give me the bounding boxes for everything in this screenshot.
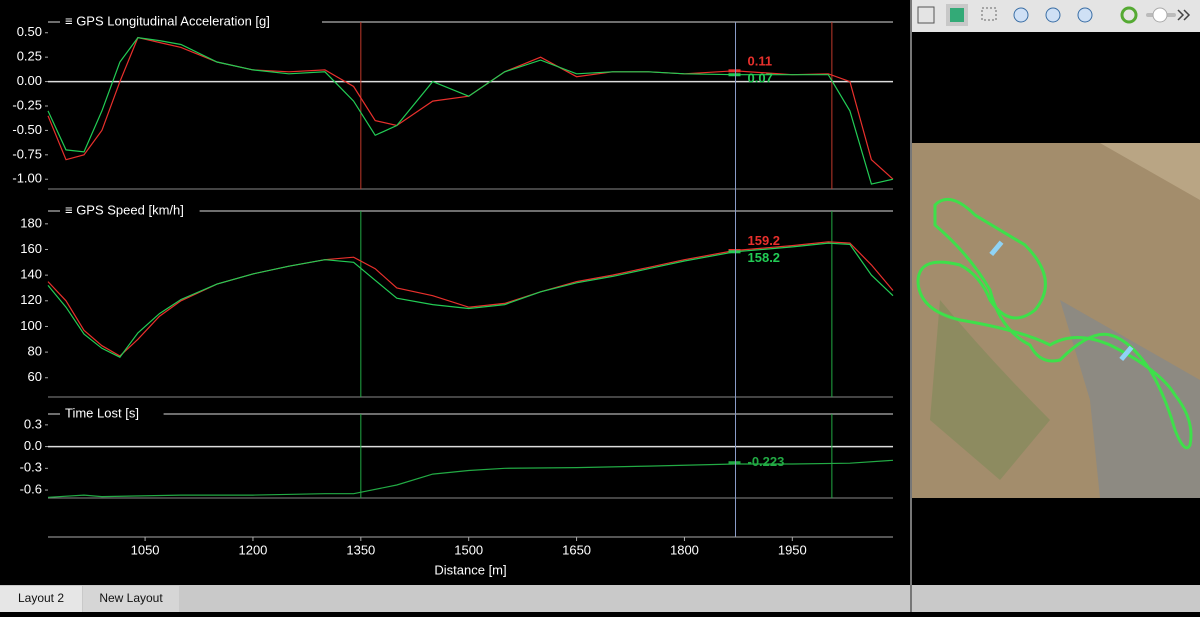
y-tick-label: -0.50 xyxy=(12,122,42,137)
title-bg xyxy=(60,13,322,31)
tool-grid[interactable] xyxy=(917,6,935,24)
status-bar xyxy=(912,585,1200,612)
y-tick-label: 0.50 xyxy=(17,24,42,39)
y-tick-label: 60 xyxy=(28,369,42,384)
title-bg xyxy=(60,405,164,423)
y-tick-label: 0.00 xyxy=(17,73,42,88)
y-tick-label: -1.00 xyxy=(12,171,42,186)
tool-image-icon xyxy=(950,8,964,22)
tool-select[interactable] xyxy=(981,7,997,21)
tab-active[interactable] xyxy=(0,586,82,612)
y-tick-label: 100 xyxy=(20,318,42,333)
toolbar-icons xyxy=(917,4,1191,26)
cursor-value: 0.11 xyxy=(748,53,773,68)
terrain xyxy=(912,143,1200,200)
y-tick-label: 0.25 xyxy=(17,49,42,64)
cursor-dash xyxy=(728,250,741,254)
y-tick-label: -0.3 xyxy=(20,460,42,475)
cursor-dash xyxy=(728,69,741,73)
chart-panel xyxy=(0,0,910,585)
vegetation xyxy=(930,300,1050,480)
splitter xyxy=(910,0,912,612)
x-tick-label: 1800 xyxy=(670,542,699,557)
y-tick-label: 140 xyxy=(20,267,42,282)
cursor-dash xyxy=(728,461,741,465)
x-axis-label: Distance [m] xyxy=(434,562,506,577)
y-tick-label: -0.25 xyxy=(12,97,42,112)
y-tick-label: 160 xyxy=(20,241,42,256)
paddock xyxy=(1060,300,1200,498)
sector-line xyxy=(1119,345,1134,362)
y-tick-label: 180 xyxy=(20,215,42,230)
cursor-value: 159.2 xyxy=(748,233,781,248)
series-line xyxy=(47,459,894,498)
x-tick-label: 1350 xyxy=(346,542,375,557)
x-tick-label: 1050 xyxy=(131,542,160,557)
start-finish xyxy=(989,240,1004,257)
cursor-dash xyxy=(728,73,741,77)
y-tick-label: 120 xyxy=(20,292,42,307)
tool-zoom-fit[interactable] xyxy=(1077,7,1093,23)
x-tick-label: 1200 xyxy=(238,542,267,557)
y-tick-label: -0.6 xyxy=(20,481,42,496)
series-line xyxy=(47,241,894,357)
y-tick-label: 0.3 xyxy=(24,416,42,431)
panel-title: Time Lost [s] xyxy=(65,405,139,420)
series-line xyxy=(47,242,894,358)
tool-more[interactable] xyxy=(1177,9,1191,21)
y-tick-label: 80 xyxy=(28,344,42,359)
title-bg xyxy=(60,202,200,220)
panel-title: ≡ GPS Speed [km/h] xyxy=(65,202,184,217)
track-map xyxy=(912,143,1200,498)
x-tick-label: 1650 xyxy=(562,542,591,557)
zoom-slider-knob[interactable] xyxy=(1152,7,1168,23)
y-tick-label: 0.0 xyxy=(24,438,42,453)
series-line xyxy=(47,36,894,185)
y-tick-label: -0.75 xyxy=(12,146,42,161)
cursor-value: 158.2 xyxy=(748,250,781,265)
cursor-value: -0.223 xyxy=(748,454,785,469)
tab[interactable] xyxy=(83,586,179,612)
track-line xyxy=(916,197,1193,450)
tab-label: New Layout xyxy=(99,591,163,605)
x-tick-label: 1950 xyxy=(778,542,807,557)
tool-zoom-out[interactable] xyxy=(1045,7,1061,23)
tool-refresh[interactable] xyxy=(1120,6,1138,24)
panel-title: ≡ GPS Longitudinal Acceleration [g] xyxy=(65,13,270,28)
tool-zoom-in[interactable] xyxy=(1013,7,1029,23)
x-tick-label: 1500 xyxy=(454,542,483,557)
cursor-value: 0.07 xyxy=(748,70,773,85)
tab-label: Layout 2 xyxy=(18,591,64,605)
